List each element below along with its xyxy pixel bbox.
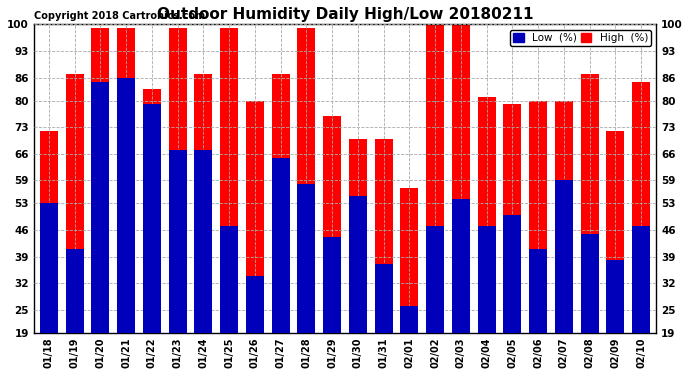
Bar: [632, 81, 650, 333]
Bar: [400, 306, 418, 333]
Bar: [272, 74, 290, 333]
Bar: [555, 180, 573, 333]
Bar: [143, 89, 161, 333]
Bar: [477, 226, 495, 333]
Bar: [375, 264, 393, 333]
Legend: Low  (%), High  (%): Low (%), High (%): [510, 30, 651, 46]
Bar: [92, 28, 110, 333]
Bar: [66, 249, 83, 333]
Bar: [195, 150, 213, 333]
Bar: [92, 81, 110, 333]
Bar: [195, 74, 213, 333]
Bar: [323, 116, 341, 333]
Bar: [375, 139, 393, 333]
Bar: [168, 150, 187, 333]
Bar: [349, 196, 367, 333]
Bar: [607, 131, 624, 333]
Bar: [529, 249, 547, 333]
Bar: [220, 226, 238, 333]
Bar: [143, 104, 161, 333]
Bar: [297, 184, 315, 333]
Bar: [40, 203, 58, 333]
Bar: [246, 276, 264, 333]
Bar: [452, 24, 470, 333]
Bar: [220, 28, 238, 333]
Bar: [477, 97, 495, 333]
Bar: [503, 104, 522, 333]
Text: Copyright 2018 Cartronics.com: Copyright 2018 Cartronics.com: [34, 11, 205, 21]
Bar: [555, 100, 573, 333]
Bar: [529, 100, 547, 333]
Bar: [297, 28, 315, 333]
Bar: [452, 200, 470, 333]
Bar: [503, 214, 522, 333]
Bar: [580, 74, 598, 333]
Bar: [632, 226, 650, 333]
Bar: [272, 158, 290, 333]
Bar: [246, 100, 264, 333]
Bar: [349, 139, 367, 333]
Bar: [168, 28, 187, 333]
Title: Outdoor Humidity Daily High/Low 20180211: Outdoor Humidity Daily High/Low 20180211: [157, 7, 533, 22]
Bar: [117, 78, 135, 333]
Bar: [426, 226, 444, 333]
Bar: [400, 188, 418, 333]
Bar: [426, 24, 444, 333]
Bar: [40, 131, 58, 333]
Bar: [580, 234, 598, 333]
Bar: [117, 28, 135, 333]
Bar: [323, 237, 341, 333]
Bar: [66, 74, 83, 333]
Bar: [607, 260, 624, 333]
